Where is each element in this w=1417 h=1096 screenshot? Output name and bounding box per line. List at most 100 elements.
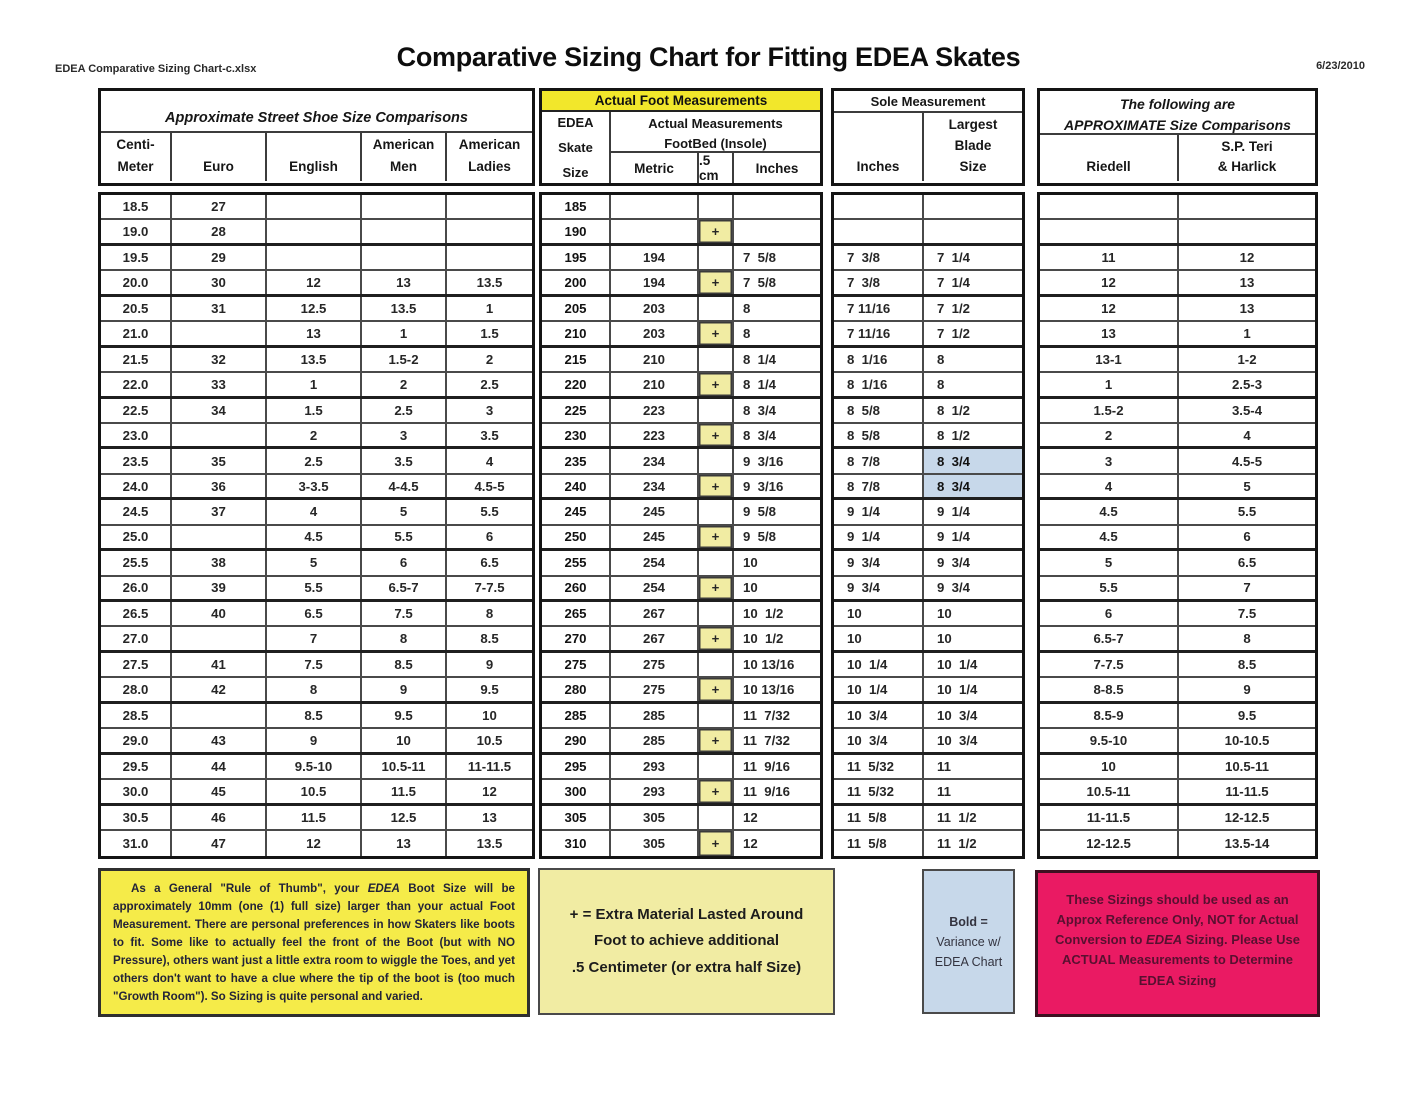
cell-english: 6.5	[267, 602, 362, 626]
cell-centimeter: 25.0	[101, 525, 172, 549]
cell-american-men: 13	[362, 271, 447, 294]
table-row: 7 11/16 7 1/2	[834, 322, 1022, 348]
cell-english: 12.5	[267, 296, 362, 321]
column-header-riedell: Riedell	[1040, 135, 1179, 181]
cell-american-men: 12.5	[362, 805, 447, 829]
cell-american-men: 13.5	[362, 296, 447, 321]
street-shoe-header: Approximate Street Shoe Size Comparisons…	[98, 88, 535, 186]
cell-euro: 41	[172, 652, 267, 677]
table-row: 21.5 32 13.5 1.5-2 2	[101, 347, 532, 374]
cell-american-ladies: 13	[482, 809, 497, 825]
cell-metric	[611, 195, 699, 219]
cell-foot-inches: 8 1/4	[743, 376, 776, 392]
table-row: 200 194 +7 5/8	[542, 271, 820, 297]
cell-american-ladies: 8	[485, 606, 494, 622]
cell-riedell: 6	[1040, 602, 1179, 626]
cell-riedell: 10.5-11	[1040, 780, 1179, 803]
table-row: 11-11.5 12-12.5	[1040, 805, 1315, 831]
table-row: 8 5/8 8 1/2	[834, 423, 1022, 450]
cell-euro: 39	[172, 576, 267, 599]
table-row: 6 7.5	[1040, 602, 1315, 628]
cell-american-ladies: 9.5	[480, 682, 499, 698]
cell-american-men: 2.5	[362, 398, 447, 422]
table-row: 1.5-2 3.5-4	[1040, 398, 1315, 424]
page-title: Comparative Sizing Chart for Fitting EDE…	[396, 42, 1021, 72]
cell-plus-marker: +	[699, 423, 734, 447]
cell-english: 7.5	[267, 652, 362, 677]
cell-edea-size: 220	[542, 373, 611, 396]
cell-american-men: 6	[362, 551, 447, 575]
cell-plus-marker	[699, 245, 734, 270]
cell-sp-teri: 11-11.5	[1225, 783, 1269, 799]
table-row: 10 1/4 10 1/4	[834, 652, 1022, 679]
cell-euro	[172, 525, 267, 549]
table-row: 10 10.5-11	[1040, 754, 1315, 781]
cell-american-ladies: 6	[485, 529, 494, 545]
table-row: 10 3/4 10 3/4	[834, 729, 1022, 755]
cell-metric: 234	[611, 474, 699, 498]
table-row: 235 234 9 3/16	[542, 449, 820, 475]
cell-centimeter: 20.0	[101, 271, 172, 294]
cell-american-ladies: 4.5-5	[474, 478, 505, 494]
sole-measurement-body: 7 3/8 7 1/4 7 3/8 7 1/4 7 11/16 7 1/2 7 11/16 7…	[831, 192, 1025, 860]
cell-euro	[172, 322, 267, 345]
cell-blade-size	[924, 220, 1022, 242]
cell-plus-marker: +	[699, 830, 734, 857]
cell-centimeter: 28.5	[101, 703, 172, 728]
cell-american-ladies: 13.5	[476, 836, 503, 852]
cell-foot-inches: 10 13/16	[743, 657, 795, 673]
cell-riedell: 9.5-10	[1040, 729, 1179, 752]
cell-riedell: 5	[1040, 551, 1179, 575]
cell-english	[267, 220, 362, 243]
cell-english: 5	[267, 551, 362, 575]
table-row: 195 194 7 5/8	[542, 245, 820, 272]
cell-english: 8	[267, 678, 362, 701]
table-row: 10 10	[834, 602, 1022, 628]
table-row: 9.5-10 10-10.5	[1040, 729, 1315, 755]
table-row: 7-7.5 8.5	[1040, 652, 1315, 679]
cell-american-men: 6.5-7	[362, 576, 447, 599]
cell-blade-size: 9 1/4	[937, 529, 970, 545]
cell-foot-inches: 9 3/16	[743, 478, 784, 494]
column-header-english: English	[267, 133, 362, 181]
cell-foot-inches: 9 5/8	[743, 529, 776, 545]
cell-plus-marker: +	[699, 373, 734, 396]
cell-riedell: 1.5-2	[1040, 398, 1179, 422]
cell-english: 12	[267, 271, 362, 294]
cell-plus-marker: +	[699, 525, 734, 549]
cell-centimeter: 24.0	[101, 474, 172, 498]
cell-edea-size: 260	[542, 576, 611, 599]
table-row: 28.0 42 8 9 9.5	[101, 678, 532, 704]
cell-metric: 285	[611, 729, 699, 752]
cell-centimeter: 22.5	[101, 398, 172, 422]
cell-metric: 234	[611, 449, 699, 473]
table-row: 280 275 +10 13/16	[542, 678, 820, 704]
table-row: 11 5/8 11 1/2	[834, 805, 1022, 831]
cell-sp-teri	[1179, 195, 1315, 218]
bold-variance-note: Bold = Variance w/EDEA Chart	[922, 869, 1015, 1014]
column-header-edea-skate-size: EDEA Skate Size	[542, 112, 611, 183]
cell-centimeter: 19.0	[101, 220, 172, 243]
cell-american-men: 3.5	[362, 449, 447, 473]
size-comparison-header: The following are APPROXIMATE Size Compa…	[1037, 88, 1318, 186]
cell-plus-marker	[699, 449, 734, 473]
cell-metric: 223	[611, 423, 699, 447]
cell-american-men: 7.5	[362, 602, 447, 626]
cell-sole-inches: 9 3/4	[834, 576, 924, 599]
cell-euro: 46	[172, 805, 267, 829]
cell-sp-teri: 12	[1239, 250, 1255, 266]
cell-edea-size: 245	[542, 500, 611, 524]
cell-sole-inches: 7 11/16	[834, 296, 924, 321]
cell-american-ladies: 8.5	[480, 631, 499, 647]
cell-english: 5.5	[267, 576, 362, 599]
foot-measurement-body: 185 190 +195 194 7 5/8 200 194 +7 5/8 205 203 8 210…	[539, 192, 823, 860]
cell-metric: 194	[611, 245, 699, 270]
cell-centimeter: 18.5	[101, 195, 172, 219]
cell-sp-teri: 9.5	[1237, 707, 1257, 723]
cell-riedell: 5.5	[1040, 576, 1179, 599]
cell-plus-marker	[699, 652, 734, 677]
table-row	[1040, 195, 1315, 221]
cell-english: 8.5	[267, 703, 362, 728]
table-row: 28.5 8.5 9.5 10	[101, 703, 532, 730]
